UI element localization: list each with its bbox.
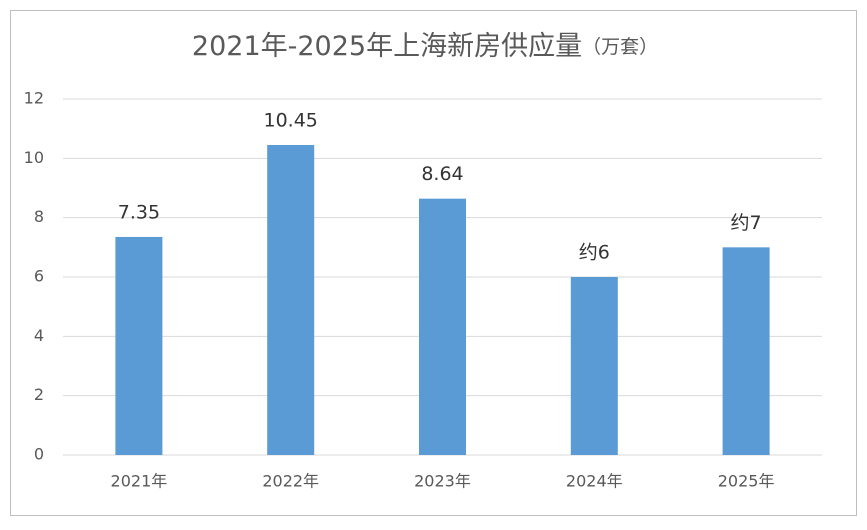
x-tick-label: 2023年 xyxy=(414,472,471,491)
value-label: 10.45 xyxy=(263,109,317,131)
x-tick-label: 2024年 xyxy=(566,472,623,491)
bar xyxy=(115,236,163,455)
bar xyxy=(722,247,770,455)
chart-subtitle: （万套） xyxy=(582,36,658,58)
y-tick-label: 0 xyxy=(34,445,44,464)
y-tick-label: 8 xyxy=(34,207,44,226)
chart-title: 2021年-2025年上海新房供应量 xyxy=(192,31,582,62)
value-label: 约6 xyxy=(579,242,610,264)
y-tick-label: 10 xyxy=(24,148,44,167)
x-tick-label: 2021年 xyxy=(111,472,168,491)
value-label: 7.35 xyxy=(118,201,160,223)
y-tick-label: 2 xyxy=(34,385,44,404)
value-label: 8.64 xyxy=(421,163,463,185)
bar xyxy=(570,277,618,455)
x-tick-label: 2025年 xyxy=(718,472,775,491)
bar xyxy=(267,144,315,455)
value-label: 约7 xyxy=(731,212,762,234)
y-tick-label: 4 xyxy=(34,326,44,345)
y-tick-label: 12 xyxy=(24,89,44,108)
chart-title-group: 2021年-2025年上海新房供应量（万套） xyxy=(192,31,658,62)
bar xyxy=(419,198,466,455)
y-tick-label: 6 xyxy=(34,267,44,286)
x-tick-label: 2022年 xyxy=(262,472,319,491)
